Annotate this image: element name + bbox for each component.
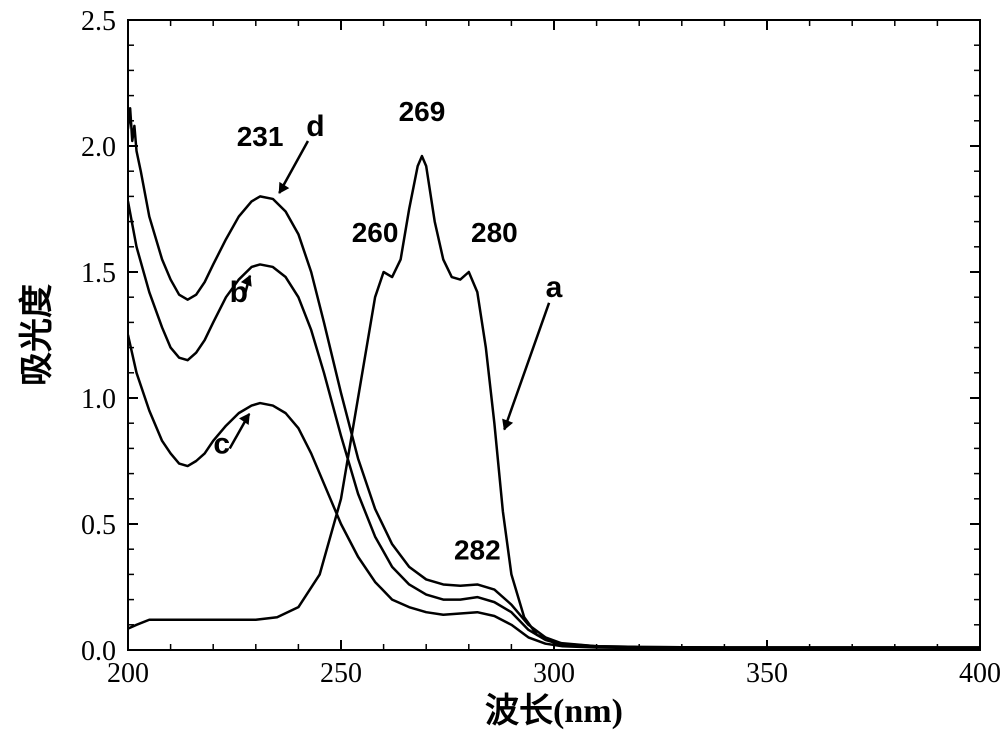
series-label-c: c: [213, 427, 230, 460]
svg-text:250: 250: [320, 658, 362, 689]
svg-text:1.0: 1.0: [81, 384, 116, 415]
spectrum-chart: 2002503003504000.00.51.01.52.02.5波长(nm)吸…: [0, 0, 1000, 752]
svg-text:400: 400: [959, 658, 1000, 689]
svg-text:1.5: 1.5: [81, 258, 116, 289]
peak-label: 260: [352, 217, 399, 248]
series-c: [128, 335, 980, 648]
svg-text:350: 350: [746, 658, 788, 689]
peak-label: 282: [454, 534, 501, 565]
series-b: [128, 201, 980, 647]
svg-text:300: 300: [533, 658, 575, 689]
series-label-d: d: [306, 110, 324, 143]
peak-label: 231: [237, 121, 284, 152]
svg-text:0.0: 0.0: [81, 636, 116, 667]
svg-text:0.5: 0.5: [81, 510, 116, 541]
arrow: [504, 303, 549, 430]
arrow-head: [503, 419, 512, 429]
svg-text:2.5: 2.5: [81, 6, 116, 37]
series-d: [124, 108, 980, 647]
chart-svg: 2002503003504000.00.51.01.52.02.5波长(nm)吸…: [0, 0, 1000, 752]
svg-text:波长(nm): 波长(nm): [485, 692, 623, 730]
peak-label: 269: [399, 96, 446, 127]
peak-label: 280: [471, 217, 518, 248]
series-label-a: a: [546, 271, 563, 304]
svg-text:吸光度: 吸光度: [18, 284, 56, 386]
series-a: [128, 156, 980, 647]
svg-text:2.0: 2.0: [81, 132, 116, 163]
